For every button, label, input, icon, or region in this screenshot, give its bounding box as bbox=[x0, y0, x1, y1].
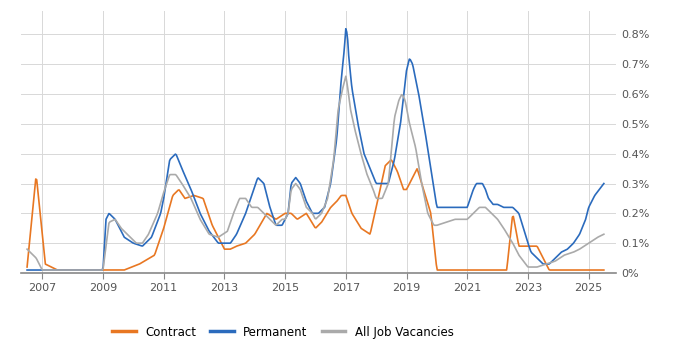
Permanent bbox=[125, 238, 133, 243]
All Job Vacancies bbox=[600, 232, 608, 236]
Permanent bbox=[600, 181, 608, 186]
All Job Vacancies bbox=[126, 235, 134, 239]
Permanent bbox=[23, 268, 32, 272]
Legend: Contract, Permanent, All Job Vacancies: Contract, Permanent, All Job Vacancies bbox=[107, 321, 458, 343]
Contract bbox=[387, 158, 395, 162]
Contract bbox=[23, 265, 32, 269]
Permanent bbox=[458, 205, 466, 209]
Contract bbox=[285, 211, 293, 216]
Contract bbox=[364, 231, 372, 235]
All Job Vacancies bbox=[365, 177, 373, 181]
Contract bbox=[600, 268, 608, 272]
All Job Vacancies bbox=[342, 74, 350, 78]
All Job Vacancies bbox=[410, 140, 419, 144]
Contract bbox=[126, 266, 134, 270]
Contract bbox=[172, 190, 181, 194]
Permanent bbox=[409, 65, 417, 69]
Line: Permanent: Permanent bbox=[27, 29, 604, 270]
Contract bbox=[410, 173, 419, 177]
Line: All Job Vacancies: All Job Vacancies bbox=[27, 76, 604, 270]
All Job Vacancies bbox=[38, 268, 47, 272]
All Job Vacancies bbox=[285, 205, 293, 209]
Permanent bbox=[342, 27, 350, 31]
All Job Vacancies bbox=[23, 247, 32, 251]
Permanent bbox=[364, 161, 372, 166]
Contract bbox=[54, 268, 62, 272]
Contract bbox=[459, 268, 468, 272]
All Job Vacancies bbox=[172, 173, 181, 177]
Permanent bbox=[172, 152, 180, 156]
All Job Vacancies bbox=[459, 217, 468, 222]
Line: Contract: Contract bbox=[27, 160, 604, 270]
Permanent bbox=[284, 211, 292, 216]
